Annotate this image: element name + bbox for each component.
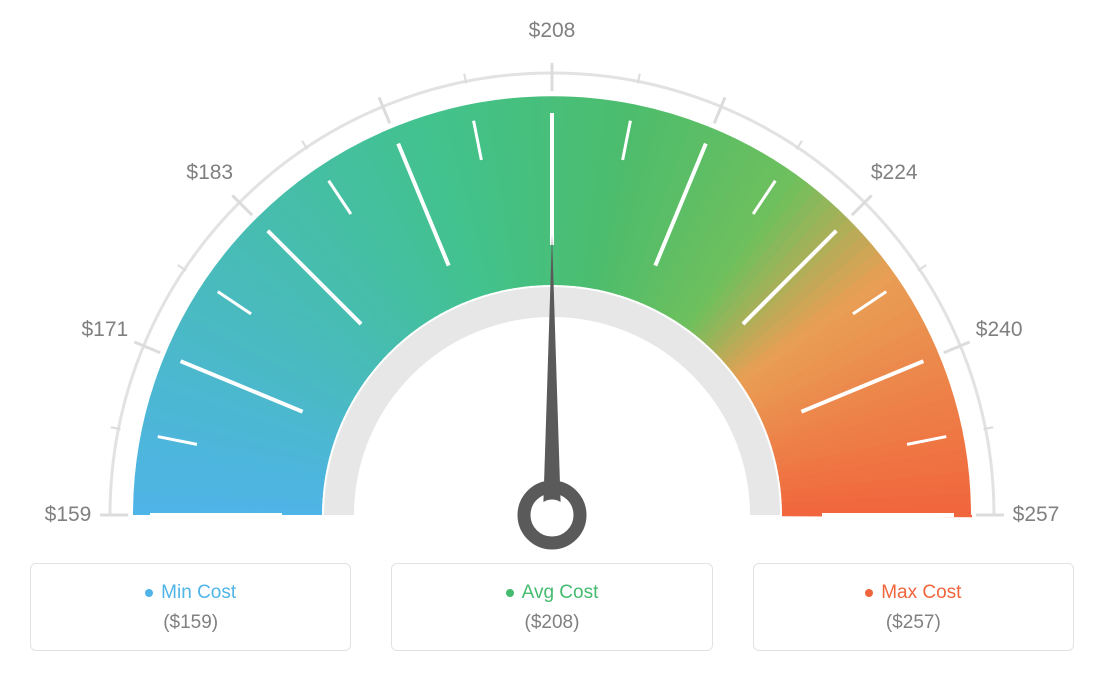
legend-card-min: Min Cost ($159) (30, 563, 351, 651)
tick-label: $171 (81, 318, 128, 342)
legend-label-min: Min Cost (161, 582, 236, 604)
legend-value-min: ($159) (41, 612, 340, 634)
legend-title-min: Min Cost (41, 582, 340, 604)
tick-label: $240 (976, 318, 1023, 342)
tick-label: $257 (1013, 503, 1060, 527)
gauge-chart: $159 $171 $183 $208 $224 $240 $257 (0, 0, 1104, 555)
tick-label: $208 (529, 19, 576, 43)
gauge-svg (0, 0, 1104, 555)
legend-label-max: Max Cost (881, 582, 961, 604)
legend-title-max: Max Cost (764, 582, 1063, 604)
legend-row: Min Cost ($159) Avg Cost ($208) Max Cost… (0, 563, 1104, 651)
tick-label: $224 (871, 161, 918, 185)
tick-label: $159 (45, 503, 92, 527)
legend-label-avg: Avg Cost (522, 582, 599, 604)
dot-max-icon (865, 589, 873, 597)
legend-card-avg: Avg Cost ($208) (391, 563, 712, 651)
tick-label: $183 (186, 161, 233, 185)
legend-card-max: Max Cost ($257) (753, 563, 1074, 651)
dot-min-icon (145, 589, 153, 597)
legend-value-avg: ($208) (402, 612, 701, 634)
dot-avg-icon (506, 589, 514, 597)
legend-value-max: ($257) (764, 612, 1063, 634)
legend-title-avg: Avg Cost (402, 582, 701, 604)
